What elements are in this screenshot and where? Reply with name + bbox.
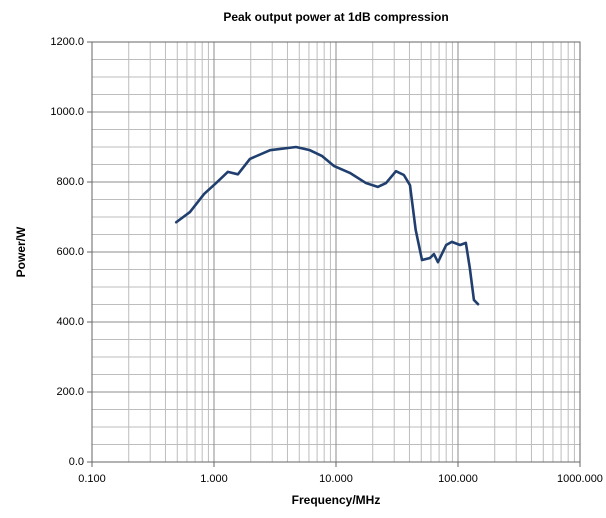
y-tick-label: 1000.0 — [50, 106, 84, 118]
x-tick-label: 10.000 — [319, 473, 353, 485]
x-tick-label: 100.000 — [438, 473, 478, 485]
x-tick-label: 1000.000 — [557, 473, 603, 485]
x-axis-label: Frequency/MHz — [292, 493, 381, 507]
y-tick-label: 0.0 — [69, 456, 84, 468]
plot-border — [91, 41, 581, 463]
y-axis-label: Power/W — [14, 226, 28, 277]
data-line — [174, 145, 480, 306]
y-tick-label: 800.0 — [56, 176, 84, 188]
y-tick-label: 1200.0 — [50, 36, 84, 48]
y-tick-label: 200.0 — [56, 386, 84, 398]
x-tick-label: 0.100 — [78, 473, 106, 485]
x-tick-label: 1.000 — [200, 473, 228, 485]
chart-title: Peak output power at 1dB compression — [223, 10, 448, 24]
y-tick-label: 600.0 — [56, 246, 84, 258]
y-tick-label: 400.0 — [56, 316, 84, 328]
